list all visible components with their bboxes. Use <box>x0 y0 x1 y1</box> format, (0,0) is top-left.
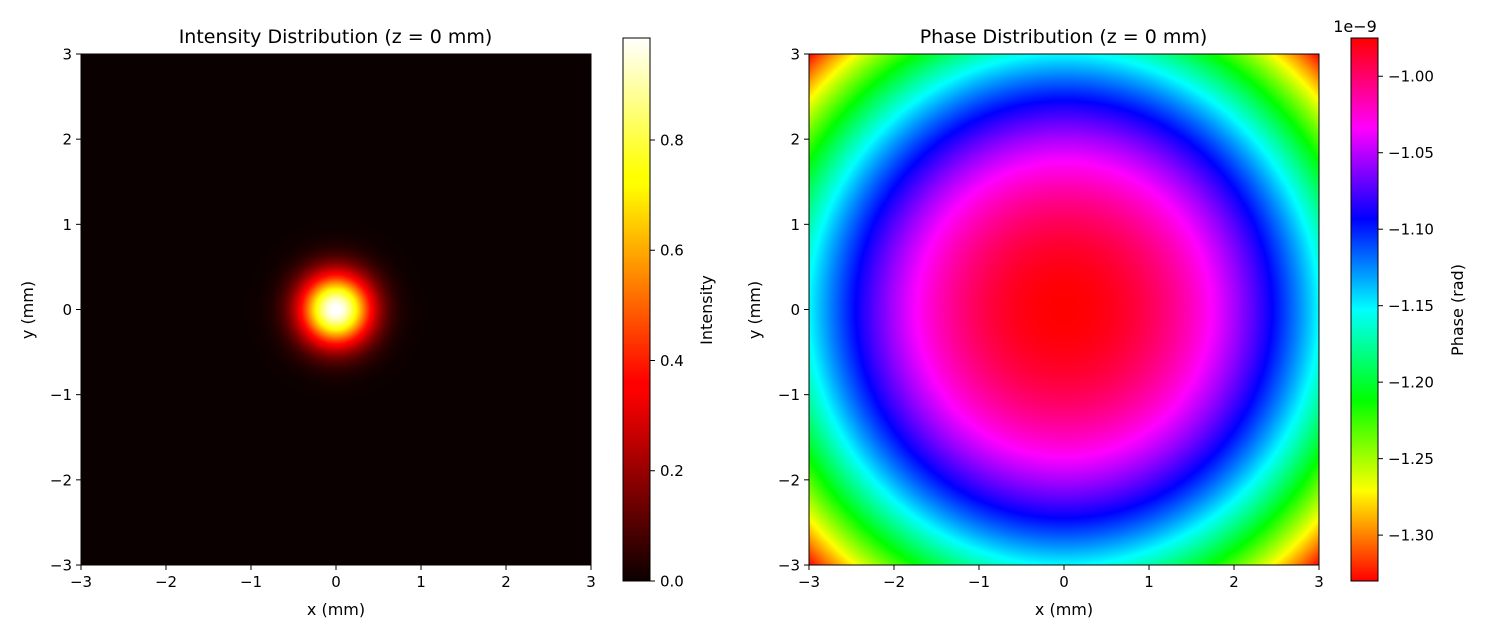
intensity-ytick-label: 0 <box>62 301 72 319</box>
phase-ytick-label: 0 <box>790 301 800 319</box>
phase-colorbar-tick-label: −1.20 <box>1388 374 1434 392</box>
intensity-ytick-label: 1 <box>62 216 72 234</box>
phase-ytick-label: 2 <box>790 131 800 149</box>
intensity-ytick-label: 2 <box>62 131 72 149</box>
intensity-ylabel: y (mm) <box>18 281 37 339</box>
intensity-ytick-label: −1 <box>50 386 72 404</box>
phase-xtick-label: −1 <box>968 573 990 591</box>
phase-ytick-label: 1 <box>790 216 800 234</box>
intensity-colorbar-tick-label: 0.4 <box>660 352 684 370</box>
phase-colorbar-tick-label: −1.05 <box>1388 144 1434 162</box>
intensity-xtick-label: 2 <box>501 573 511 591</box>
phase-title: Phase Distribution (z = 0 mm) <box>920 26 1208 48</box>
intensity-xtick-label: 0 <box>331 573 341 591</box>
phase-colorbar-tick-label: −1.15 <box>1388 297 1434 315</box>
phase-xlabel: x (mm) <box>1035 600 1093 619</box>
phase-colorbar-offset: 1e−9 <box>1333 17 1377 36</box>
phase-ylabel: y (mm) <box>745 281 764 339</box>
phase-xtick-label: 1 <box>1144 573 1154 591</box>
phase-x-ticks: −3 −2 −1 0 1 2 3 <box>798 565 1324 591</box>
intensity-xtick-label: −2 <box>155 573 177 591</box>
phase-heatmap <box>809 54 1319 565</box>
intensity-colorbar-tick-label: 0.6 <box>660 242 684 260</box>
phase-xtick-label: 3 <box>1314 573 1324 591</box>
phase-ytick-label: −3 <box>778 557 800 575</box>
intensity-colorbar-label: Intensity <box>697 275 716 345</box>
phase-colorbar-ticks: −1.30 −1.25 −1.20 −1.15 −1.10 −1.05 −1.00 <box>1378 68 1434 545</box>
phase-ytick-label: 3 <box>790 46 800 64</box>
intensity-ytick-label: −3 <box>50 557 72 575</box>
phase-ytick-label: −2 <box>778 471 800 489</box>
intensity-y-ticks: −3 −2 −1 0 1 2 3 <box>50 46 81 575</box>
intensity-xtick-label: 1 <box>416 573 426 591</box>
phase-xtick-label: 2 <box>1229 573 1239 591</box>
phase-colorbar-tick-label: −1.30 <box>1388 527 1434 545</box>
phase-y-ticks: −3 −2 −1 0 1 2 3 <box>778 46 809 575</box>
phase-xtick-label: 0 <box>1059 573 1069 591</box>
intensity-heatmap <box>81 54 591 565</box>
phase-colorbar <box>1351 38 1378 581</box>
phase-colorbar-tick-label: −1.25 <box>1388 450 1434 468</box>
intensity-xtick-label: 3 <box>586 573 596 591</box>
phase-panel: Phase Distribution (z = 0 mm) −3 −2 −1 0 1 2 3… <box>745 17 1467 619</box>
intensity-xtick-label: −1 <box>240 573 262 591</box>
intensity-ytick-label: −2 <box>50 471 72 489</box>
intensity-ytick-label: 3 <box>62 46 72 64</box>
phase-colorbar-label: Phase (rad) <box>1448 264 1467 356</box>
phase-ytick-label: −1 <box>778 386 800 404</box>
intensity-colorbar-tick-label: 0.8 <box>660 131 684 149</box>
phase-colorbar-tick-label: −1.10 <box>1388 221 1434 239</box>
phase-colorbar-frame <box>1350 37 1379 582</box>
intensity-colorbar-tick-label: 0.2 <box>660 462 684 480</box>
phase-colorbar-tick-label: −1.00 <box>1388 68 1434 86</box>
intensity-title: Intensity Distribution (z = 0 mm) <box>179 26 493 48</box>
intensity-colorbar-ticks: 0.0 0.2 0.4 0.6 0.8 <box>650 131 684 591</box>
intensity-colorbar-tick-label: 0.0 <box>660 573 684 591</box>
intensity-xtick-label: −3 <box>70 573 92 591</box>
intensity-xlabel: x (mm) <box>307 600 365 619</box>
intensity-panel: Intensity Distribution (z = 0 mm) −3 −2 −1… <box>18 26 716 619</box>
intensity-colorbar-frame <box>622 37 651 582</box>
phase-xtick-label: −2 <box>883 573 905 591</box>
intensity-x-ticks: −3 −2 −1 0 1 2 3 <box>70 565 596 591</box>
phase-xtick-label: −3 <box>798 573 820 591</box>
intensity-colorbar <box>623 38 650 581</box>
